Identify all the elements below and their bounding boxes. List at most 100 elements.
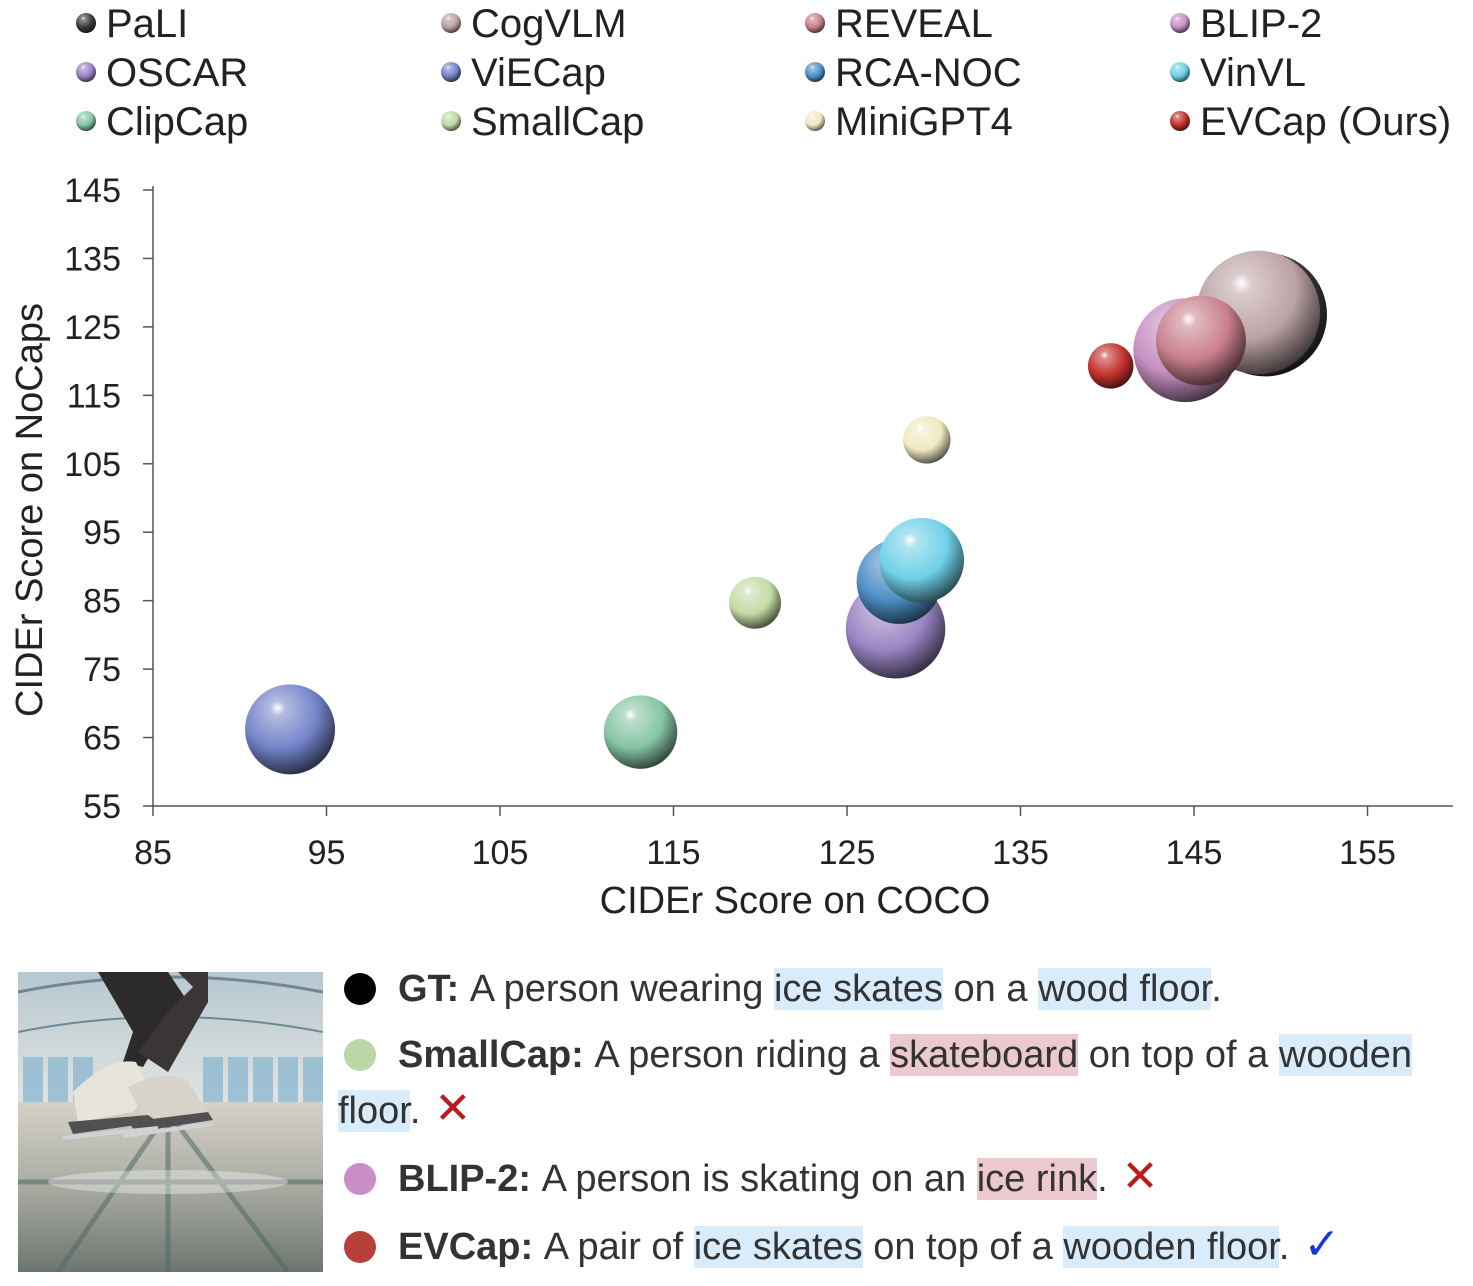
cross-icon: ✕ bbox=[1121, 1152, 1159, 1201]
legend-item-clipcap: ClipCap bbox=[76, 100, 248, 144]
legend-label: VinVL bbox=[1200, 51, 1306, 95]
legend: PaLI CogVLM REVEAL BLIP-2 OSCAR ViECap RCA-NOC… bbox=[76, 2, 1451, 144]
highlighted-phrase: wooden floor bbox=[1063, 1226, 1279, 1268]
bubble-clipcap bbox=[603, 695, 678, 769]
legend-item-vinvl: VinVL bbox=[1170, 51, 1306, 95]
legend-label: MiniGPT4 bbox=[835, 100, 1013, 144]
legend-label: ViECap bbox=[471, 51, 606, 95]
bubble-chart: PaLI CogVLM REVEAL BLIP-2 OSCAR ViECap RCA-NOC… bbox=[9, 2, 1453, 922]
bubble-viecap bbox=[245, 684, 336, 775]
legend-marker bbox=[441, 111, 461, 131]
legend-item-evcap-ours: EVCap (Ours) bbox=[1170, 100, 1451, 144]
y-tick-label: 105 bbox=[64, 446, 121, 484]
caption-text: . bbox=[1211, 968, 1222, 1010]
bubble-smallcap bbox=[729, 576, 782, 629]
y-tick-label: 85 bbox=[83, 583, 121, 621]
caption-dot-icon bbox=[344, 1231, 376, 1263]
caption-text: A person wearing bbox=[469, 968, 774, 1010]
ice-skates-photo bbox=[18, 972, 323, 1272]
caption-line: SmallCap: A person riding a skateboard o… bbox=[338, 1028, 1463, 1138]
caption-line: BLIP-2: A person is skating on an ice ri… bbox=[338, 1150, 1463, 1206]
legend-marker bbox=[76, 13, 96, 33]
legend-item-reveal: REVEAL bbox=[805, 2, 993, 46]
legend-marker bbox=[441, 13, 461, 33]
caption-text: on a bbox=[942, 968, 1039, 1010]
highlighted-phrase: ice skates bbox=[693, 1226, 863, 1268]
y-tick-label: 65 bbox=[83, 720, 121, 758]
caption-text: on top of a bbox=[1078, 1034, 1279, 1076]
bubble-vinvl bbox=[879, 517, 965, 603]
y-tick-label: 125 bbox=[64, 309, 121, 347]
bubble-layer bbox=[245, 250, 1327, 775]
legend-marker bbox=[805, 13, 825, 33]
legend-item-smallcap: SmallCap bbox=[441, 100, 644, 144]
legend-marker bbox=[1170, 111, 1190, 131]
caption-line: GT: A person wearing ice skates on a woo… bbox=[338, 962, 1463, 1016]
legend-label: EVCap (Ours) bbox=[1200, 100, 1451, 144]
caption-text: . bbox=[1097, 1158, 1108, 1200]
caption-comparison: GT: A person wearing ice skates on a woo… bbox=[338, 962, 1463, 1286]
x-tick-label: 105 bbox=[472, 834, 529, 872]
legend-label: RCA-NOC bbox=[835, 51, 1022, 95]
legend-item-cogvlm: CogVLM bbox=[441, 2, 627, 46]
legend-marker bbox=[441, 62, 461, 82]
legend-item-rca-noc: RCA-NOC bbox=[805, 51, 1022, 95]
legend-marker bbox=[805, 62, 825, 82]
legend-label: CogVLM bbox=[471, 2, 627, 46]
y-tick-label: 115 bbox=[67, 377, 121, 415]
legend-marker bbox=[76, 62, 96, 82]
bubble-minigpt4 bbox=[903, 416, 951, 464]
caption-text: . bbox=[1278, 1226, 1290, 1268]
caption-line: EVCap: A pair of ice skates on top of a … bbox=[338, 1218, 1463, 1274]
legend-label: BLIP-2 bbox=[1200, 2, 1322, 46]
legend-marker bbox=[805, 111, 825, 131]
legend-label: OSCAR bbox=[106, 51, 248, 95]
chart-axes: 85 95 105 115 125 135 145 155 55 65 75 85 95 105 115 12… bbox=[64, 172, 1453, 872]
y-tick-label: 135 bbox=[64, 240, 121, 278]
cross-icon: ✕ bbox=[434, 1084, 472, 1133]
highlighted-phrase: skateboard bbox=[890, 1034, 1079, 1076]
x-tick-label: 125 bbox=[819, 834, 876, 872]
caption-dot-icon bbox=[344, 973, 376, 1005]
legend-label: ClipCap bbox=[106, 100, 248, 144]
bubble-reveal bbox=[1155, 295, 1246, 386]
check-icon: ✓ bbox=[1303, 1220, 1341, 1269]
legend-label: SmallCap bbox=[471, 100, 644, 144]
legend-marker bbox=[1170, 62, 1190, 82]
legend-item-minigpt4: MiniGPT4 bbox=[805, 100, 1013, 144]
legend-item-pali: PaLI bbox=[76, 2, 188, 46]
y-tick-label: 145 bbox=[64, 172, 121, 210]
caption-dot-icon bbox=[344, 1163, 376, 1195]
y-axis-label: CIDEr Score on NoCaps bbox=[9, 303, 51, 717]
legend-marker bbox=[1170, 13, 1190, 33]
caption-text: A person riding a bbox=[594, 1034, 891, 1076]
highlighted-phrase: wood floor bbox=[1038, 968, 1212, 1010]
y-tick-label: 55 bbox=[83, 788, 121, 826]
legend-label: REVEAL bbox=[835, 2, 993, 46]
caption-text: . bbox=[409, 1090, 421, 1132]
caption-text: A pair of bbox=[543, 1226, 694, 1268]
highlighted-phrase: ice rink bbox=[976, 1158, 1098, 1200]
x-tick-label: 155 bbox=[1339, 834, 1396, 872]
caption-text: A person is skating on an bbox=[541, 1158, 977, 1200]
x-tick-label: 135 bbox=[992, 834, 1049, 872]
legend-label: PaLI bbox=[106, 2, 188, 46]
caption-model-label: SmallCap: bbox=[398, 1034, 595, 1076]
legend-item-blip-2: BLIP-2 bbox=[1170, 2, 1322, 46]
y-tick-label: 75 bbox=[83, 651, 121, 689]
x-axis-label: CIDEr Score on COCO bbox=[600, 880, 991, 922]
y-tick-label: 95 bbox=[83, 514, 121, 552]
x-tick-label: 145 bbox=[1166, 834, 1223, 872]
x-tick-label: 85 bbox=[134, 834, 172, 872]
highlighted-phrase: ice skates bbox=[773, 968, 943, 1010]
caption-model-label: GT: bbox=[398, 968, 470, 1010]
legend-marker bbox=[76, 111, 96, 131]
caption-model-label: EVCap: bbox=[398, 1226, 544, 1268]
caption-dot-icon bbox=[344, 1039, 376, 1071]
legend-item-viecap: ViECap bbox=[441, 51, 606, 95]
caption-text: on top of a bbox=[862, 1226, 1064, 1268]
caption-model-label: BLIP-2: bbox=[398, 1158, 542, 1200]
legend-item-oscar: OSCAR bbox=[76, 51, 248, 95]
bubble-evcap-ours bbox=[1087, 343, 1134, 389]
x-tick-label: 95 bbox=[308, 834, 346, 872]
